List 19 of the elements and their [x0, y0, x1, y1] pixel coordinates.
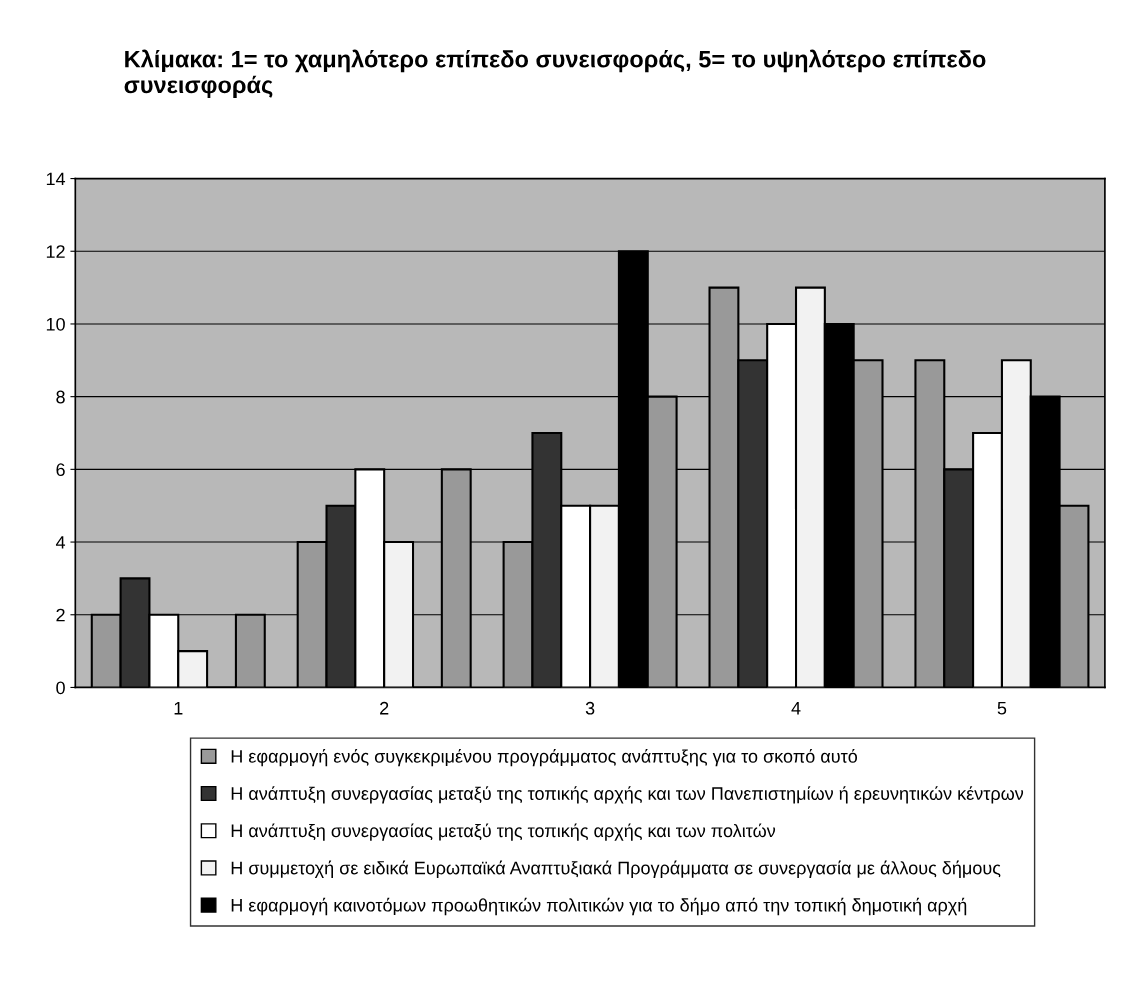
legend-label: Η ανάπτυξη συνεργασίας μεταξύ της τοπικής αρχής και των πολιτών — [231, 823, 776, 841]
y-tick-label: 14 — [46, 172, 66, 186]
legend-label: Η συμμετοχή σε ειδικά Ευρωπαϊκά Αναπτυξιακά Προγράμματα σε συνεργασία με άλλους δήμους — [231, 860, 1001, 878]
x-tick-label: 1 — [174, 702, 183, 715]
y-tick-label: 8 — [56, 390, 65, 404]
legend-label: Η εφαρμογή καινοτόμων προωθητικών πολιτικών για το δήμο από την τοπική δημοτική αρχή — [231, 897, 967, 916]
x-tick-label: 2 — [380, 701, 389, 715]
legend-label: Η ανάπτυξη συνεργασίας μεταξύ της τοπικής αρχής και των Πανεπιστημίων ή ερευνητικών κέντρων — [231, 786, 1024, 804]
y-tick-label: 4 — [55, 536, 66, 549]
y-tick-label: 12 — [46, 245, 65, 258]
y-tick-label: 2 — [56, 608, 65, 622]
legend-label: Η εφαρμογή ενός συγκεκριμένου προγράμματος ανάπτυξης για το σκοπό αυτό — [231, 748, 858, 767]
y-tick-label: 10 — [46, 317, 65, 331]
x-tick-label: 5 — [997, 702, 1007, 715]
y-tick-label: 0 — [56, 681, 65, 695]
y-tick-label: 6 — [56, 463, 65, 477]
chart-title: Κλίμακα: 1= το χαμηλότερο επίπεδο συνεισφοράς, 5= το υψηλότερο επίπεδο συνεισφοράς — [124, 49, 986, 98]
x-tick-label: 4 — [791, 702, 801, 715]
x-tick-label: 3 — [585, 701, 595, 715]
